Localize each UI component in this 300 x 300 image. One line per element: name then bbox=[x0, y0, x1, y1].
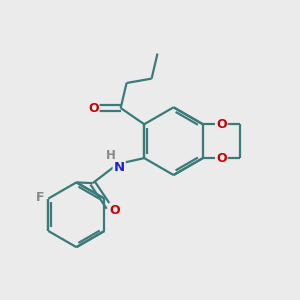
Text: O: O bbox=[216, 152, 226, 165]
Text: O: O bbox=[88, 101, 99, 115]
Text: O: O bbox=[216, 118, 226, 131]
Text: H: H bbox=[106, 149, 116, 162]
Text: N: N bbox=[114, 161, 125, 174]
Text: F: F bbox=[36, 190, 44, 204]
Text: O: O bbox=[110, 204, 120, 217]
